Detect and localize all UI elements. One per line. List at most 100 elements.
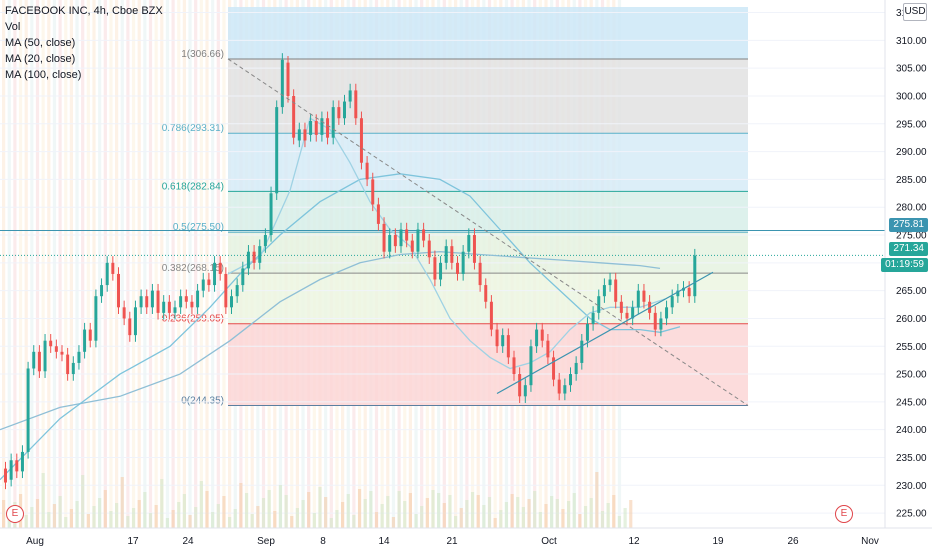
volume-bar: [188, 515, 192, 528]
candle-body: [642, 290, 646, 302]
session-stripe: [222, 0, 226, 528]
volume-bar: [86, 514, 90, 528]
fib-zone: [228, 323, 748, 406]
time-axis-tick: Oct: [541, 536, 557, 547]
volume-bar: [228, 517, 232, 528]
candle-body: [320, 118, 324, 135]
volume-bar: [470, 492, 475, 528]
session-stripe: [211, 0, 215, 528]
legend-ma20[interactable]: MA (20, close): [5, 53, 76, 65]
candle-body: [461, 251, 465, 274]
volume-bar: [612, 495, 616, 528]
candle-body: [224, 273, 228, 308]
candle-body: [354, 90, 358, 119]
candle-body: [309, 121, 313, 135]
volume-bar: [233, 509, 237, 528]
legend-ma50[interactable]: MA (50, close): [5, 37, 76, 49]
candle-body: [569, 374, 572, 386]
candle-body: [557, 379, 561, 394]
volume-bar: [363, 499, 367, 528]
candle-body: [439, 262, 443, 280]
fib-zone: [228, 133, 748, 192]
candle-body: [26, 368, 30, 452]
candle-body: [444, 246, 448, 263]
session-stripe: [126, 0, 130, 528]
time-axis-tick: Aug: [26, 536, 44, 547]
time-axis-tick: 19: [712, 536, 724, 547]
candle-body: [269, 193, 273, 236]
candle-body: [167, 301, 171, 313]
candle-body: [145, 296, 149, 308]
volume-bar: [425, 498, 429, 528]
candle-body: [37, 351, 41, 372]
candle-body: [540, 329, 544, 341]
candle-body: [343, 101, 346, 119]
ma50-line: [0, 173, 681, 481]
candle-body: [49, 340, 53, 347]
session-stripe: [75, 0, 79, 528]
candle-body: [156, 290, 160, 313]
volume-bar: [52, 504, 57, 528]
candle-body: [184, 296, 188, 302]
candle-body: [83, 329, 87, 352]
volume-bar: [92, 506, 96, 528]
candle-body: [591, 312, 595, 325]
volume-bar: [103, 490, 107, 528]
currency-button[interactable]: USD: [903, 3, 927, 21]
volume-bar: [510, 494, 514, 528]
volume-bar: [555, 499, 559, 528]
time-axis-tick: 24: [182, 536, 194, 547]
session-stripe: [2, 0, 6, 528]
candle-body: [128, 318, 132, 336]
price-axis-tick: 310.00: [896, 36, 927, 47]
candle-body: [71, 362, 75, 375]
volume-bar: [69, 509, 73, 528]
candle-body: [303, 129, 307, 141]
earnings-event-icon[interactable]: E: [6, 505, 24, 523]
legend-ma100[interactable]: MA (100, close): [5, 69, 82, 81]
candle-body: [139, 296, 143, 308]
volume-bar: [352, 515, 356, 528]
volume-bar: [131, 508, 136, 528]
volume-bar: [572, 493, 576, 528]
candle-body: [190, 301, 194, 308]
volume-bar: [160, 479, 164, 528]
candle-body: [60, 351, 64, 355]
candle-body: [9, 460, 13, 480]
session-stripe: [98, 0, 102, 528]
volume-bar: [516, 497, 520, 528]
volume-bar: [459, 508, 463, 528]
price-axis-tick: 230.00: [896, 481, 927, 492]
candle-body: [388, 235, 392, 252]
fib-level-label: 1(306.66): [181, 49, 224, 60]
candle-body: [472, 235, 476, 263]
price-axis-tick: 305.00: [896, 64, 927, 75]
time-axis-tick: 17: [127, 536, 139, 547]
time-axis-tick: 14: [378, 536, 390, 547]
fib-zone: [228, 273, 748, 324]
volume-bar: [521, 507, 525, 528]
candle-body: [484, 285, 488, 302]
candle-body: [518, 374, 522, 397]
fib-level-label: 0.618(282.84): [162, 181, 224, 192]
volume-bar: [148, 513, 153, 528]
volume-bar: [239, 483, 243, 528]
legend-vol[interactable]: Vol: [5, 21, 21, 33]
session-stripe: [131, 0, 136, 528]
candle-body: [631, 307, 635, 319]
session-stripe: [148, 0, 153, 528]
candle-body: [122, 307, 126, 319]
candle-body: [263, 235, 267, 247]
volume-bar: [629, 500, 633, 528]
session-stripe: [160, 0, 164, 528]
candle-body: [410, 240, 414, 252]
candle-body: [20, 451, 24, 472]
session-stripe: [86, 0, 90, 528]
earnings-event-icon[interactable]: E: [835, 505, 853, 523]
volume-bar: [244, 493, 249, 528]
price-axis-tick: 265.00: [896, 286, 927, 297]
price-axis-tick: 225.00: [896, 509, 927, 520]
volume-bar: [211, 512, 215, 528]
ma100-line: [0, 251, 661, 431]
